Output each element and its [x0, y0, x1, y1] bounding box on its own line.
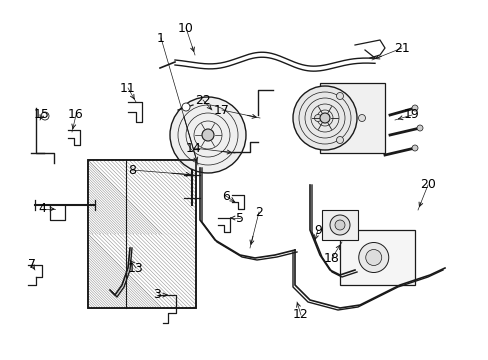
Circle shape [411, 145, 417, 151]
Text: 14: 14 [186, 141, 202, 154]
Bar [88, 160, 196, 308]
Text: 18: 18 [324, 252, 339, 265]
Text: 22: 22 [195, 94, 210, 107]
Circle shape [334, 220, 345, 230]
Text: 21: 21 [393, 41, 409, 54]
Text: 6: 6 [222, 189, 229, 202]
Circle shape [314, 114, 321, 122]
Circle shape [41, 112, 49, 120]
Text: 16: 16 [68, 108, 84, 122]
Text: 15: 15 [34, 108, 50, 122]
Circle shape [358, 114, 365, 122]
Circle shape [336, 136, 343, 144]
Circle shape [319, 113, 329, 123]
Circle shape [182, 103, 190, 111]
Text: 5: 5 [236, 211, 244, 225]
Circle shape [202, 129, 214, 141]
Text: 11: 11 [120, 81, 136, 94]
Circle shape [329, 215, 349, 235]
Circle shape [411, 105, 417, 111]
Text: 4: 4 [38, 202, 46, 216]
Bar [88, 160, 196, 308]
Circle shape [170, 97, 245, 173]
Text: 19: 19 [403, 108, 419, 122]
Text: 10: 10 [178, 22, 194, 35]
Text: 17: 17 [214, 104, 229, 117]
Circle shape [358, 243, 388, 273]
Text: 12: 12 [292, 309, 308, 321]
Text: 2: 2 [255, 206, 263, 219]
Text: 7: 7 [28, 258, 36, 271]
Circle shape [292, 86, 356, 150]
Text: 9: 9 [313, 224, 321, 237]
Bar [339, 230, 414, 285]
Text: 20: 20 [419, 179, 435, 192]
Text: 1: 1 [157, 31, 164, 45]
Circle shape [416, 125, 422, 131]
Text: 3: 3 [153, 288, 161, 302]
Circle shape [365, 249, 381, 266]
Bar [319, 83, 384, 153]
Circle shape [336, 93, 343, 99]
Text: 8: 8 [128, 163, 136, 176]
Text: 13: 13 [128, 261, 143, 274]
Bar [321, 210, 357, 240]
